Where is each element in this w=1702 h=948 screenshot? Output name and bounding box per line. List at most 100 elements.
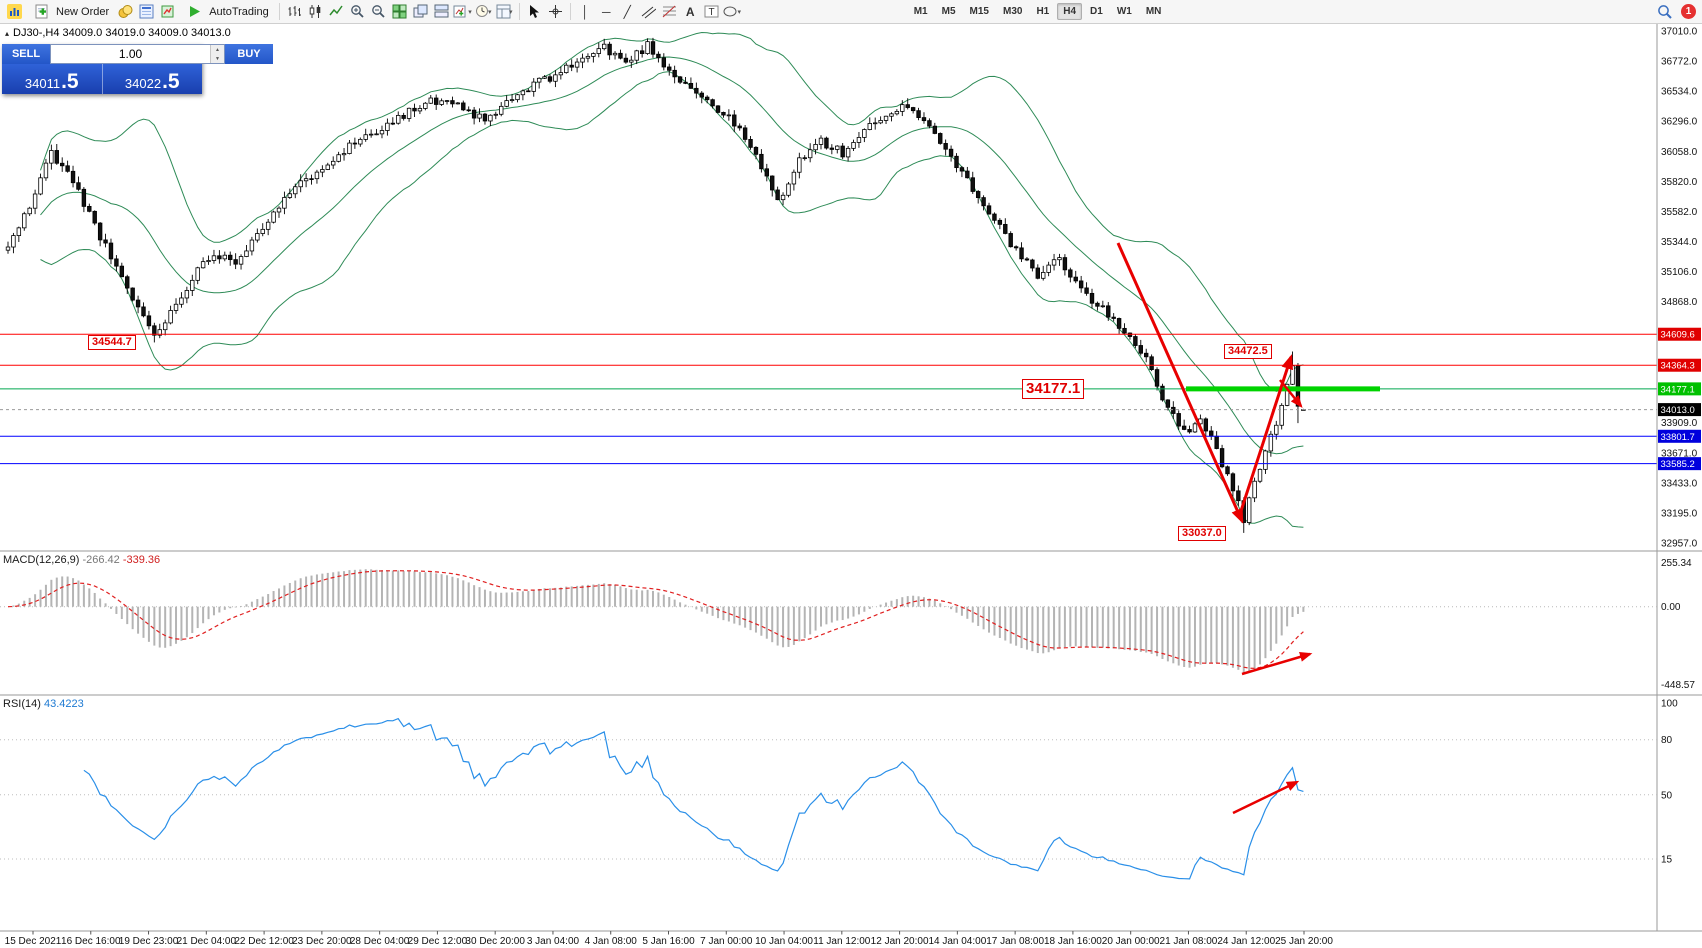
- chart-title: ▴ DJ30-,H4 34009.0 34019.0 34009.0 34013…: [5, 27, 231, 39]
- price-scale[interactable]: 37010.0 36772.0 36534.0 36296.0 36058.0 35820…: [1661, 27, 1698, 866]
- svg-text:5 Jan 16:00: 5 Jan 16:00: [642, 936, 695, 947]
- svg-text:16 Dec 16:00: 16 Dec 16:00: [61, 936, 121, 947]
- new-chart-icon[interactable]: ▾: [453, 2, 472, 21]
- toolbar-separator: [518, 3, 520, 20]
- svg-text:17 Jan 08:00: 17 Jan 08:00: [986, 936, 1044, 947]
- svg-text:33585.2: 33585.2: [1661, 459, 1695, 470]
- svg-text:11 Jan 12:00: 11 Jan 12:00: [813, 936, 871, 947]
- buy-button[interactable]: BUY: [225, 44, 273, 64]
- svg-text:33433.0: 33433.0: [1661, 478, 1698, 489]
- price-annotation: 34177.1: [1022, 379, 1085, 399]
- crosshair-icon[interactable]: [546, 2, 565, 21]
- svg-text:15 Dec 2021: 15 Dec 2021: [5, 936, 62, 947]
- svg-text:33195.0: 33195.0: [1661, 508, 1698, 519]
- timeframe-w1[interactable]: W1: [1116, 6, 1132, 17]
- line-chart-icon[interactable]: [327, 2, 346, 21]
- svg-text:37010.0: 37010.0: [1661, 27, 1698, 38]
- shapes-tool-icon[interactable]: ▾: [723, 2, 742, 21]
- timeframe-h4[interactable]: H4: [1057, 3, 1083, 20]
- tile-windows-icon[interactable]: [390, 2, 409, 21]
- channel-tool-icon[interactable]: [639, 2, 658, 21]
- svg-text:34013.0: 34013.0: [1661, 405, 1695, 416]
- svg-text:-448.57: -448.57: [1661, 680, 1695, 691]
- one-click-prices: 34011.5 34022.5: [2, 64, 202, 94]
- volume-spinner: ▲ ▼: [210, 45, 224, 63]
- candlestick-chart-icon[interactable]: [306, 2, 325, 21]
- timeframe-mn[interactable]: MN: [1145, 6, 1162, 17]
- autotrading-button[interactable]: AutoTrading: [178, 0, 275, 23]
- svg-text:19 Dec 23:00: 19 Dec 23:00: [119, 936, 179, 947]
- svg-text:34609.6: 34609.6: [1661, 330, 1695, 341]
- svg-text:33909.0: 33909.0: [1661, 418, 1698, 429]
- svg-text:80: 80: [1661, 735, 1673, 746]
- svg-text:34364.3: 34364.3: [1661, 361, 1695, 372]
- bar-chart-icon[interactable]: [285, 2, 304, 21]
- volume-input[interactable]: [51, 45, 210, 63]
- timeframe-m1[interactable]: M1: [913, 6, 928, 17]
- svg-text:10 Jan 04:00: 10 Jan 04:00: [755, 936, 813, 947]
- text-label-tool-icon[interactable]: T: [702, 2, 721, 21]
- svg-text:T: T: [708, 7, 714, 18]
- volume-down-button[interactable]: ▼: [211, 54, 224, 63]
- svg-text:35344.0: 35344.0: [1661, 237, 1698, 248]
- zoom-out-icon[interactable]: [369, 2, 388, 21]
- main-toolbar: New Order AutoTrading: [0, 0, 1702, 24]
- svg-text:14 Jan 04:00: 14 Jan 04:00: [928, 936, 986, 947]
- timeframe-h1[interactable]: H1: [1036, 6, 1050, 17]
- vertical-line-tool-icon[interactable]: │: [581, 4, 589, 19]
- svg-text:21 Dec 04:00: 21 Dec 04:00: [177, 936, 237, 947]
- svg-text:100: 100: [1661, 699, 1678, 710]
- svg-text:30 Dec 20:00: 30 Dec 20:00: [465, 936, 525, 947]
- horizontal-line-tool-icon[interactable]: ─: [601, 4, 611, 19]
- svg-text:255.34: 255.34: [1661, 558, 1692, 569]
- svg-text:32957.0: 32957.0: [1661, 539, 1698, 550]
- svg-text:3 Jan 04:00: 3 Jan 04:00: [527, 936, 580, 947]
- new-order-button[interactable]: New Order: [25, 0, 115, 23]
- collapse-widget-icon[interactable]: ▴: [5, 28, 10, 38]
- svg-text:20 Jan 00:00: 20 Jan 00:00: [1102, 936, 1160, 947]
- sell-button[interactable]: SELL: [2, 44, 50, 64]
- svg-text:24 Jan 12:00: 24 Jan 12:00: [1217, 936, 1275, 947]
- cascade-windows-icon[interactable]: [411, 2, 430, 21]
- toolbar-separator: [569, 3, 571, 20]
- templates-icon[interactable]: ▾: [495, 2, 514, 21]
- fibonacci-tool-icon[interactable]: [660, 2, 679, 21]
- timeframe-d1[interactable]: D1: [1090, 6, 1103, 17]
- svg-text:33801.7: 33801.7: [1661, 432, 1695, 443]
- price-annotation: 34472.5: [1224, 344, 1272, 359]
- timeframe-m5[interactable]: M5: [941, 6, 956, 17]
- svg-text:29 Dec 12:00: 29 Dec 12:00: [408, 936, 468, 947]
- toolbar-separator: [278, 3, 280, 20]
- zoom-in-icon[interactable]: [348, 2, 367, 21]
- timeframe-m30[interactable]: M30: [1002, 6, 1023, 17]
- macd-indicator-label: MACD(12,26,9) -266.42 -339.36: [3, 554, 161, 566]
- timeframe-m15[interactable]: M15: [969, 6, 989, 17]
- volume-up-button[interactable]: ▲: [211, 45, 224, 54]
- search-icon[interactable]: [1655, 2, 1674, 21]
- trendline-tool-icon[interactable]: ╱: [623, 4, 631, 19]
- navigator-icon[interactable]: [158, 2, 177, 21]
- arrange-windows-icon[interactable]: [432, 2, 451, 21]
- sell-price[interactable]: 34011.5: [2, 64, 103, 94]
- notification-badge[interactable]: 1: [1681, 4, 1696, 19]
- toolbar-right: 1: [1654, 2, 1698, 21]
- svg-text:34177.1: 34177.1: [1661, 384, 1695, 395]
- market-watch-icon[interactable]: [116, 2, 135, 21]
- cursor-icon[interactable]: [525, 2, 544, 21]
- svg-text:18 Jan 16:00: 18 Jan 16:00: [1044, 936, 1102, 947]
- new-order-icon: [32, 2, 51, 21]
- one-click-top-row: SELL ▲ ▼ BUY: [2, 44, 273, 64]
- svg-text:50: 50: [1661, 790, 1673, 801]
- data-window-icon[interactable]: [137, 2, 156, 21]
- svg-text:36772.0: 36772.0: [1661, 57, 1698, 68]
- text-tool-icon[interactable]: A: [685, 4, 695, 19]
- period-clock-icon[interactable]: ▾: [474, 2, 493, 21]
- buy-price[interactable]: 34022.5: [102, 64, 202, 94]
- svg-text:25 Jan 20:00: 25 Jan 20:00: [1275, 936, 1333, 947]
- app-icon: [5, 2, 24, 21]
- svg-text:33671.0: 33671.0: [1661, 448, 1698, 459]
- one-click-trading-widget: SELL ▲ ▼ BUY 34011.5 34022.5: [2, 44, 273, 94]
